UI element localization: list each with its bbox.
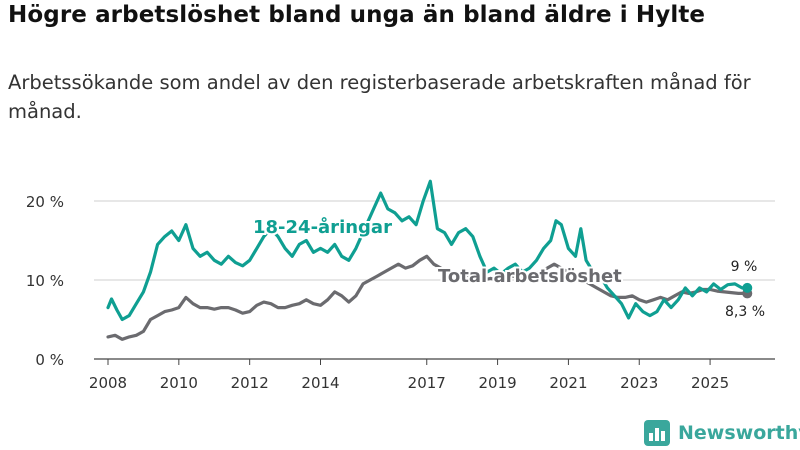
youth-end-value-label: 9 % [731,259,758,275]
x-axis: 2008 2010 2012 2014 2017 2019 2021 2023 2025 [89,358,775,392]
youth-series-line [106,179,749,322]
y-tick-label: 0 % [35,351,64,369]
newsworthy-logo: Newsworthy [644,419,800,447]
x-tick-label: 2012 [231,374,269,392]
x-tick-label: 2017 [408,374,446,392]
x-tick-label: 2023 [620,374,658,392]
y-tick-label: 10 % [26,272,64,290]
chart-subtitle: Arbetssökande som andel av den registerb… [8,71,751,123]
series-labels: 18-24-åringar Total arbetslöshet 9 % 8,3 % [251,214,767,322]
total-series-line [106,254,749,341]
youth-endpoint-dot [742,282,753,293]
chart-title: Högre arbetslöshet bland unga än bland ä… [8,2,706,28]
x-tick-label: 2025 [691,374,729,392]
y-tick-label: 20 % [26,193,64,211]
newsworthy-bar-chart-icon [644,420,670,446]
x-tick-label: 2010 [160,374,198,392]
x-tick-label: 2021 [549,374,587,392]
x-tick-label: 2019 [478,374,516,392]
brand-name: Newsworthy [678,422,800,444]
total-end-value-label: 8,3 % [725,304,765,320]
total-series-label: Total arbetslöshet [438,266,622,287]
y-axis: 0 % 10 % 20 % [26,193,64,369]
x-tick-label: 2014 [301,374,339,392]
youth-series-label: 18-24-åringar [253,216,392,238]
x-tick-label: 2008 [89,374,127,392]
series-lines [106,179,753,341]
